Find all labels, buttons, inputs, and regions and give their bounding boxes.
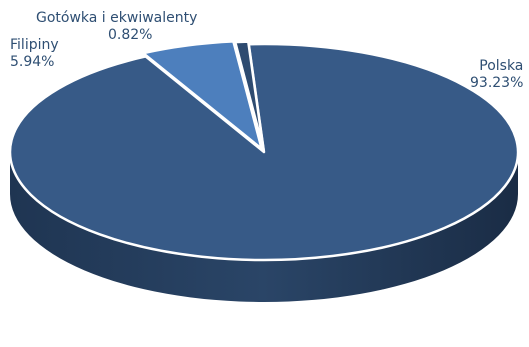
slice-value-poland: 93.23% — [470, 75, 524, 91]
slice-label-cash: Gotówka i ekwiwalenty 0.82% — [36, 10, 197, 44]
pie-slice-filipiny — [142, 40, 263, 150]
slice-value-philippines: 5.94% — [10, 54, 55, 70]
slice-value-cash: 0.82% — [108, 27, 153, 43]
pie-slice-got-wka-i-ekwiwalenty — [233, 40, 265, 151]
slice-name-poland: Polska — [479, 58, 524, 74]
slice-name-cash: Gotówka i ekwiwalenty — [36, 10, 198, 26]
pie-slice-polska — [8, 42, 520, 262]
slice-label-poland: Polska 93.23% — [470, 58, 523, 92]
slice-name-philippines: Filipiny — [10, 37, 59, 53]
pie-side-wall — [10, 152, 518, 302]
slice-label-philippines: Filipiny 5.94% — [10, 37, 59, 71]
